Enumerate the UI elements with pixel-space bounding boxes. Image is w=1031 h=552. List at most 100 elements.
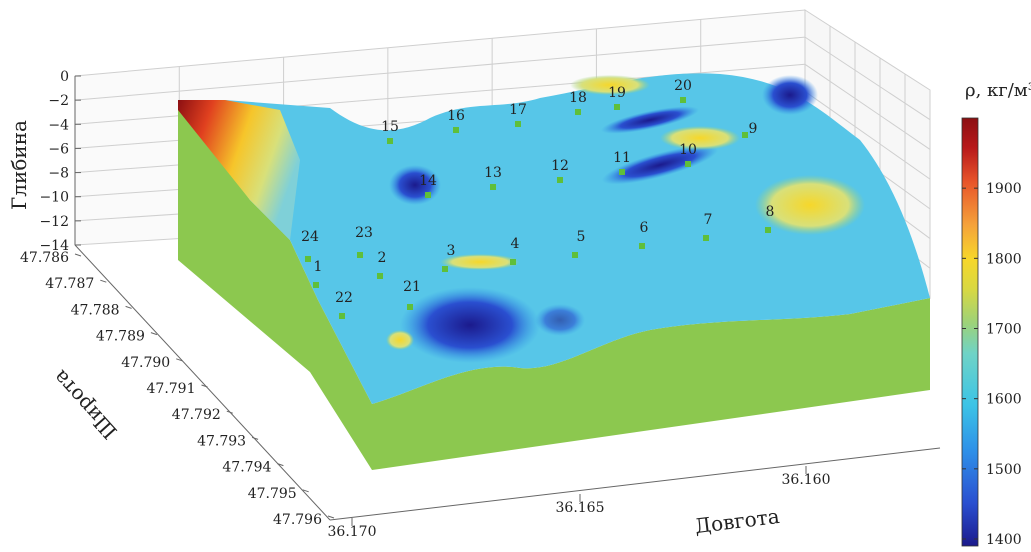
- z-tick-label: −14: [39, 238, 69, 254]
- terrain-front-face: [372, 298, 930, 470]
- z-tick-label: −10: [39, 190, 69, 206]
- sample-point-label: 23: [355, 225, 373, 241]
- high-density-zone: [178, 100, 300, 240]
- sample-point-marker: [515, 121, 521, 127]
- sample-point-label: 21: [403, 279, 421, 295]
- z-tick-label: −8: [48, 166, 69, 182]
- colorbar-gradient: [961, 117, 979, 547]
- y-tick-mark: [201, 384, 208, 388]
- sample-point-marker: [765, 227, 771, 233]
- colorbar-tick-label: 1400: [986, 532, 1022, 548]
- high-density-anomaly: [386, 330, 414, 350]
- y-tick-label: 47.795: [248, 486, 297, 502]
- sample-point-marker: [387, 138, 393, 144]
- colorbar-tick-label: 1800: [986, 251, 1022, 267]
- x-axis-title: Довгота: [693, 504, 780, 538]
- sample-point-label: 3: [447, 243, 456, 259]
- sample-point-marker: [742, 132, 748, 138]
- sample-point-label: 15: [381, 119, 399, 135]
- grid-line: [804, 63, 931, 150]
- sample-point-marker: [614, 104, 620, 110]
- sample-point-label: 1: [314, 259, 323, 275]
- y-tick-mark: [251, 436, 259, 440]
- y-tick-mark: [150, 332, 158, 336]
- z-tick-label: −6: [48, 141, 69, 157]
- y-tick-label: 47.792: [172, 407, 221, 423]
- sample-point-label: 7: [704, 212, 713, 228]
- x-axis-line: [329, 447, 941, 521]
- colorbar-tick-label: 1500: [986, 462, 1022, 478]
- y-axis-title: Широта: [48, 365, 122, 444]
- sample-point-marker: [313, 282, 319, 288]
- z-axis-title: Глибина: [7, 120, 31, 210]
- y-tick-label: 47.794: [222, 460, 271, 476]
- y-tick-label: 47.793: [197, 433, 246, 449]
- low-density-anomaly: [535, 304, 585, 336]
- x-tick-label: 36.165: [556, 500, 605, 516]
- y-tick-mark: [302, 489, 309, 493]
- sample-point-label: 8: [766, 204, 775, 220]
- sample-point-marker: [453, 127, 459, 133]
- sample-point-marker: [377, 273, 383, 279]
- y-tick-mark: [125, 305, 132, 309]
- sample-point-label: 5: [577, 229, 586, 245]
- z-tick-label: −2: [48, 93, 69, 109]
- sample-point-marker: [490, 184, 496, 190]
- sample-point-label: 17: [509, 102, 527, 118]
- sample-point-marker: [357, 252, 363, 258]
- sample-point-marker: [680, 97, 686, 103]
- sample-point-label: 22: [335, 290, 353, 306]
- grid-line: [74, 36, 806, 101]
- y-tick-label: 47.787: [45, 276, 94, 292]
- y-tick-mark: [277, 463, 284, 467]
- low-density-anomaly: [762, 75, 818, 115]
- sample-point-label: 12: [551, 158, 569, 174]
- sample-point-marker: [685, 161, 691, 167]
- sample-point-label: 24: [301, 229, 319, 245]
- sample-point-label: 10: [679, 142, 697, 158]
- low-density-anomaly: [601, 145, 719, 185]
- grid-line: [804, 91, 931, 180]
- sample-point-label: 14: [419, 173, 437, 189]
- high-density-anomaly: [570, 75, 650, 95]
- sample-point-marker: [407, 304, 413, 310]
- terrain-block: [178, 73, 930, 470]
- terrain-left-face: [178, 100, 372, 470]
- colorbar-label: ρ, кг/м³: [965, 80, 1031, 101]
- high-density-anomaly: [660, 126, 740, 150]
- sample-point-marker: [703, 235, 709, 241]
- colorbar-tick-label: 1900: [986, 181, 1022, 197]
- z-tick-label: 0: [60, 69, 69, 85]
- colorbar-tick-label: 1700: [986, 321, 1022, 337]
- y-tick-mark: [74, 253, 82, 257]
- x-tick-label: 36.170: [328, 524, 377, 540]
- sample-point-label: 4: [511, 236, 520, 252]
- colorbar-tick-label: 1600: [986, 392, 1022, 408]
- sample-point-label: 16: [447, 108, 465, 124]
- sample-point-label: 13: [484, 165, 502, 181]
- sample-point-marker: [510, 259, 516, 265]
- z-tick-label: −4: [48, 117, 69, 133]
- sample-point-label: 20: [674, 78, 692, 94]
- y-tick-label: 47.786: [20, 250, 69, 266]
- sample-point-marker: [442, 266, 448, 272]
- sample-point-label: 6: [640, 220, 649, 236]
- y-tick-mark: [226, 410, 233, 414]
- sample-point-label: 9: [749, 121, 758, 137]
- sample-point-label: 2: [378, 250, 387, 266]
- sample-point-marker: [572, 252, 578, 258]
- axes: 0 −2 −4 −6 −8 −10 −12 −14 47.786 47.787 47.788 47.…: [20, 69, 941, 540]
- low-density-anomaly: [601, 106, 699, 134]
- y-tick-label: 47.789: [96, 329, 145, 345]
- colorbar: ρ, кг/м³ 1900 1800 1700 1600 1500 1400: [961, 80, 1031, 548]
- low-density-anomaly: [400, 287, 540, 363]
- y-tick-mark: [327, 515, 335, 519]
- y-tick-label: 47.790: [121, 355, 170, 371]
- y-axis-line: [74, 244, 331, 521]
- high-density-anomaly: [440, 254, 520, 270]
- sample-point-marker: [305, 256, 311, 262]
- y-tick-label: 47.788: [71, 302, 120, 318]
- y-tick-mark: [100, 279, 107, 283]
